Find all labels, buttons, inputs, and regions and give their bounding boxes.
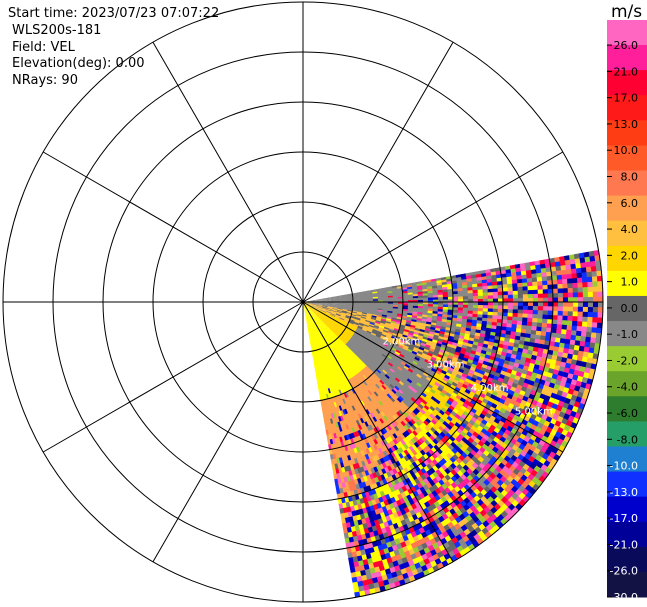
colorbar-swatch [607,421,647,447]
colorbar-swatch [607,195,647,222]
colorbar-tick-label: 21.0 [614,65,639,78]
range-ring-label: 2.00km [382,336,420,347]
colorbar-tick-label: 1.0 [621,276,639,289]
colorbar-swatch [607,546,647,573]
colorbar-swatch [607,245,647,272]
colorbar-unit: m/s [611,2,642,22]
colorbar-tick-label: 2.0 [621,249,639,262]
colorbar-swatch [607,120,647,146]
colorbar-tick-label: -4.0 [617,381,638,394]
colorbar-swatch [607,45,647,71]
colorbar-swatch [607,220,647,247]
colorbar-swatch [607,295,647,322]
colorbar-tick-label: 17.0 [614,92,639,105]
colorbar-tick-label: 0.0 [621,302,639,315]
range-ring-label: 4.00km [471,383,509,394]
colorbar-tick-label: 8.0 [621,170,639,183]
colorbar-tick-label: 13.0 [614,118,639,131]
colorbar-tick-label: 26.0 [614,39,639,52]
range-ring-label: 5.00km [515,407,553,418]
polar-grid [2,1,604,603]
nrays-label: NRays: 90 [12,73,78,88]
colorbar-swatch [607,270,647,297]
colorbar-tick-label: -2.0 [617,354,638,367]
colorbar-swatch [607,170,647,197]
colorbar-swatch [607,346,647,372]
colorbar-swatch [607,471,647,498]
range-ring-label: 3.00km [427,360,465,371]
field-label: Field: VEL [12,40,75,55]
colorbar-tick-label: 10.0 [614,144,639,157]
colorbar-tick-label: -26.0 [610,565,638,578]
colorbar-tick-label: 4.0 [621,223,639,236]
station-label: WLS200s-181 [12,23,102,38]
colorbar-swatch [607,371,647,397]
colorbar-tick-label: -1.0 [617,328,638,341]
colorbar-tick-label: -30.0 [610,591,638,604]
colorbar-swatch [607,321,647,347]
colorbar-tick-label: -21.0 [610,538,638,551]
colorbar-swatch [607,95,647,121]
colorbar-swatch [607,70,647,96]
colorbar-tick-label: -17.0 [610,512,638,525]
colorbar-swatch [607,20,647,46]
colorbar-tick-label: -10.0 [610,460,638,473]
colorbar-tick-label: -6.0 [617,407,638,420]
colorbar-swatch [607,496,647,523]
colorbar: m/s 26.0 21.0 17.0 13.0 10.0 8.0 6.0 4.0 2.0 1.0 0.… [607,2,647,604]
colorbar-tick-label: -8.0 [617,433,638,446]
colorbar-tick-label: 6.0 [621,197,639,210]
range-ring-labels: 2.00km 3.00km 4.00km 5.00km [382,336,552,417]
colorbar-tick-label: -13.0 [610,486,638,499]
colorbar-swatch [607,446,647,473]
velocity-sector [303,249,603,598]
colorbar-swatch [607,145,647,172]
start-time-label: Start time: 2023/07/23 07:07:22 [8,6,220,21]
colorbar-swatch [607,521,647,548]
elevation-label: Elevation(deg): 0.00 [12,56,145,71]
colorbar-swatch [607,396,647,422]
colorbar-swatch [607,571,647,598]
